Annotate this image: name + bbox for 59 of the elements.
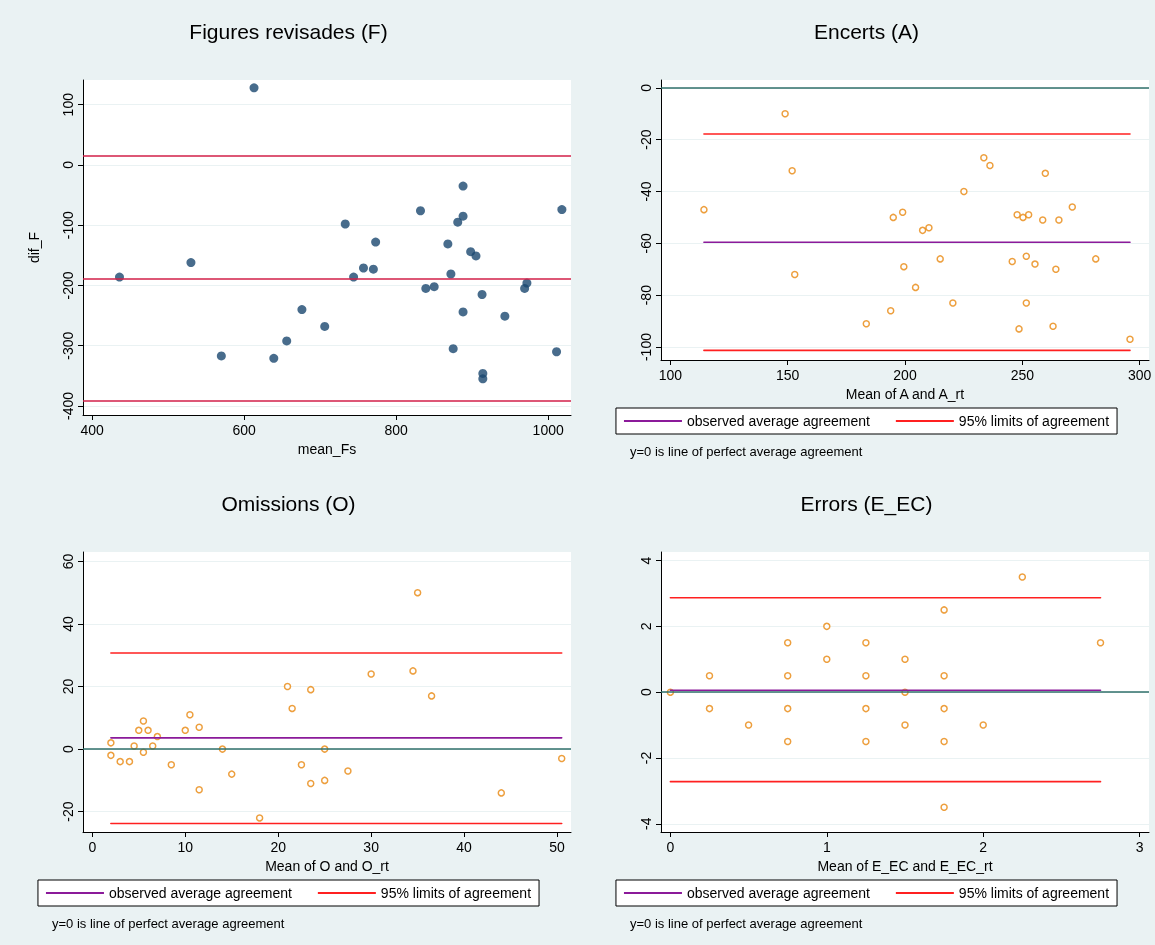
legend-label: 95% limits of agreement [380, 885, 532, 901]
x-axis-title: Mean of A and A_rt [845, 385, 965, 402]
y-tick-label: 100 [60, 92, 76, 117]
x-tick-label: 3 [1135, 839, 1144, 855]
y-tick-label: -200 [60, 271, 76, 300]
y-tick-label: -20 [638, 129, 654, 150]
y-tick-label: -100 [638, 332, 654, 362]
y-tick-label: 0 [60, 744, 76, 753]
x-tick-label: 250 [1010, 367, 1035, 383]
legend-label: 95% limits of agreement [958, 885, 1110, 901]
y-tick-label: -60 [638, 233, 654, 254]
y-tick-label: 40 [60, 615, 76, 632]
legend-label: observed average agreement [686, 885, 870, 901]
y-tick-label: 60 [60, 553, 76, 570]
legend-label: 95% limits of agreement [958, 413, 1110, 429]
x-tick-label: 40 [456, 839, 473, 855]
x-tick-label: 50 [549, 839, 566, 855]
x-tick-label: 150 [776, 367, 800, 383]
x-tick-label: 1 [822, 839, 831, 855]
y-tick-label: 0 [60, 160, 76, 169]
y-tick-label: -20 [60, 801, 76, 822]
y-tick-label: -100 [60, 210, 76, 240]
x-tick-label: 600 [232, 422, 257, 438]
y-tick-label: 4 [638, 556, 654, 565]
text: y=0 is line of perfect average agreement [630, 444, 863, 459]
x-tick-label: 800 [384, 422, 409, 438]
x-tick-label: 0 [666, 839, 675, 855]
y-tick-label: -400 [60, 391, 76, 420]
y-tick-label: 2 [638, 622, 654, 631]
x-axis-title: mean_Fs [297, 440, 357, 457]
chart-title: Errors (E_EC) [800, 492, 933, 516]
x-axis-title: Mean of O and O_rt [265, 857, 389, 874]
y-tick-label: -300 [60, 331, 76, 360]
y-tick-label: 0 [638, 83, 654, 92]
y-tick-label: -4 [638, 817, 654, 830]
x-tick-label: 400 [80, 422, 105, 438]
y-tick-label: -2 [638, 751, 654, 765]
x-tick-label: 20 [270, 839, 287, 855]
x-tick-label: 0 [88, 839, 97, 855]
x-tick-label: 10 [177, 839, 194, 855]
legend-label: observed average agreement [108, 885, 292, 901]
x-tick-label: 200 [893, 367, 917, 383]
text: y=0 is line of perfect average agreement [630, 916, 863, 931]
x-tick-label: 300 [1127, 367, 1152, 383]
y-tick-label: -80 [638, 284, 654, 306]
x-tick-label: 30 [363, 839, 380, 855]
y-tick-label: -40 [638, 181, 654, 202]
y-tick-label: 20 [60, 678, 76, 695]
chart-title: Omissions (O) [221, 492, 356, 515]
y-tick-label: 0 [638, 688, 654, 697]
x-tick-label: 1000 [532, 422, 564, 438]
text: y=0 is line of perfect average agreement [52, 916, 285, 931]
x-tick-label: 2 [979, 839, 988, 855]
legend-label: observed average agreement [686, 413, 870, 429]
y-axis-title: dif_F [26, 231, 42, 264]
chart-title: Encerts (A) [813, 20, 920, 43]
x-tick-label: 100 [658, 367, 683, 383]
x-axis-title: Mean of E_EC and E_EC_rt [817, 857, 993, 874]
chart-title: Figures revisades (F) [189, 20, 388, 43]
